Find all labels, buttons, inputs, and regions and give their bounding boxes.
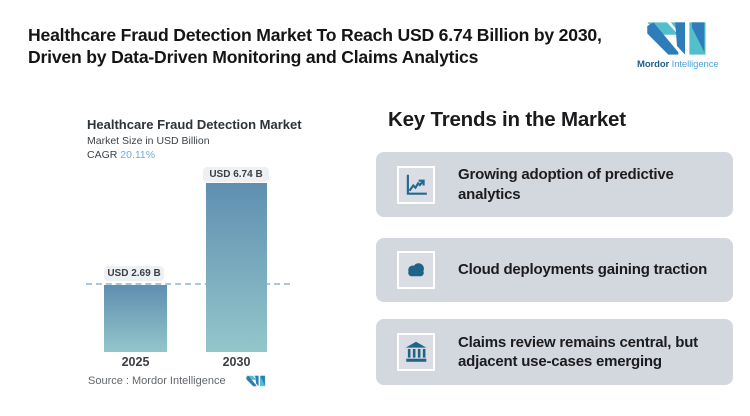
chart-cagr: CAGR 20.11% — [87, 149, 155, 161]
bar-value-label-2030: USD 6.74 B — [203, 167, 269, 182]
trend-card-text: Growing adoption of predictive analytics — [458, 166, 674, 203]
mordor-logo-icon — [647, 22, 706, 55]
brand-name: Mordor Intelligence — [637, 59, 719, 70]
mordor-logo-small-icon — [246, 375, 266, 387]
cloud-icon — [408, 263, 424, 277]
market-size-chart: Healthcare Fraud Detection Market Market… — [86, 115, 302, 405]
brand-name-light: Intelligence — [671, 59, 719, 70]
page-title: Healthcare Fraud Detection Market To Rea… — [28, 25, 623, 68]
trend-card-cloud: Cloud deployments gaining traction — [376, 238, 733, 302]
bank-icon — [405, 341, 427, 362]
trend-card-text: Cloud deployments gaining traction — [458, 261, 708, 279]
trend-icon-box — [397, 165, 435, 204]
trend-card-predictive-analytics: Growing adoption of predictive analytics — [376, 152, 733, 217]
bar-value-label-2025: USD 2.69 B — [104, 266, 164, 281]
reference-line — [86, 283, 290, 285]
source-text: Source : Mordor Intelligence — [88, 375, 226, 387]
cagr-value: 20.11% — [120, 149, 156, 161]
chart-source: Source : Mordor Intelligence — [88, 375, 266, 387]
trends-heading: Key Trends in the Market — [388, 108, 626, 131]
page-title-line1: Healthcare Fraud Detection Market To Rea… — [28, 25, 602, 45]
line-chart-icon — [406, 174, 427, 195]
trend-card-text: Claims review remains central, but adjac… — [458, 333, 698, 371]
brand-logo: Mordor Intelligence — [637, 21, 719, 70]
trend-card-claims-review: Claims review remains central, but adjac… — [376, 319, 733, 385]
axis-label-2030: 2030 — [222, 355, 251, 369]
trend-icon-box — [397, 251, 435, 289]
chart-subtitle: Market Size in USD Billion — [87, 135, 210, 147]
brand-name-bold: Mordor — [637, 59, 670, 70]
bar-2025 — [104, 285, 167, 352]
trend-icon-box — [397, 333, 435, 371]
page-title-line2: Driven by Data-Driven Monitoring and Cla… — [28, 46, 479, 67]
chart-title: Healthcare Fraud Detection Market — [87, 117, 302, 132]
bar-2030 — [206, 183, 267, 352]
cagr-label: CAGR — [87, 149, 118, 161]
axis-label-2025: 2025 — [121, 355, 150, 369]
